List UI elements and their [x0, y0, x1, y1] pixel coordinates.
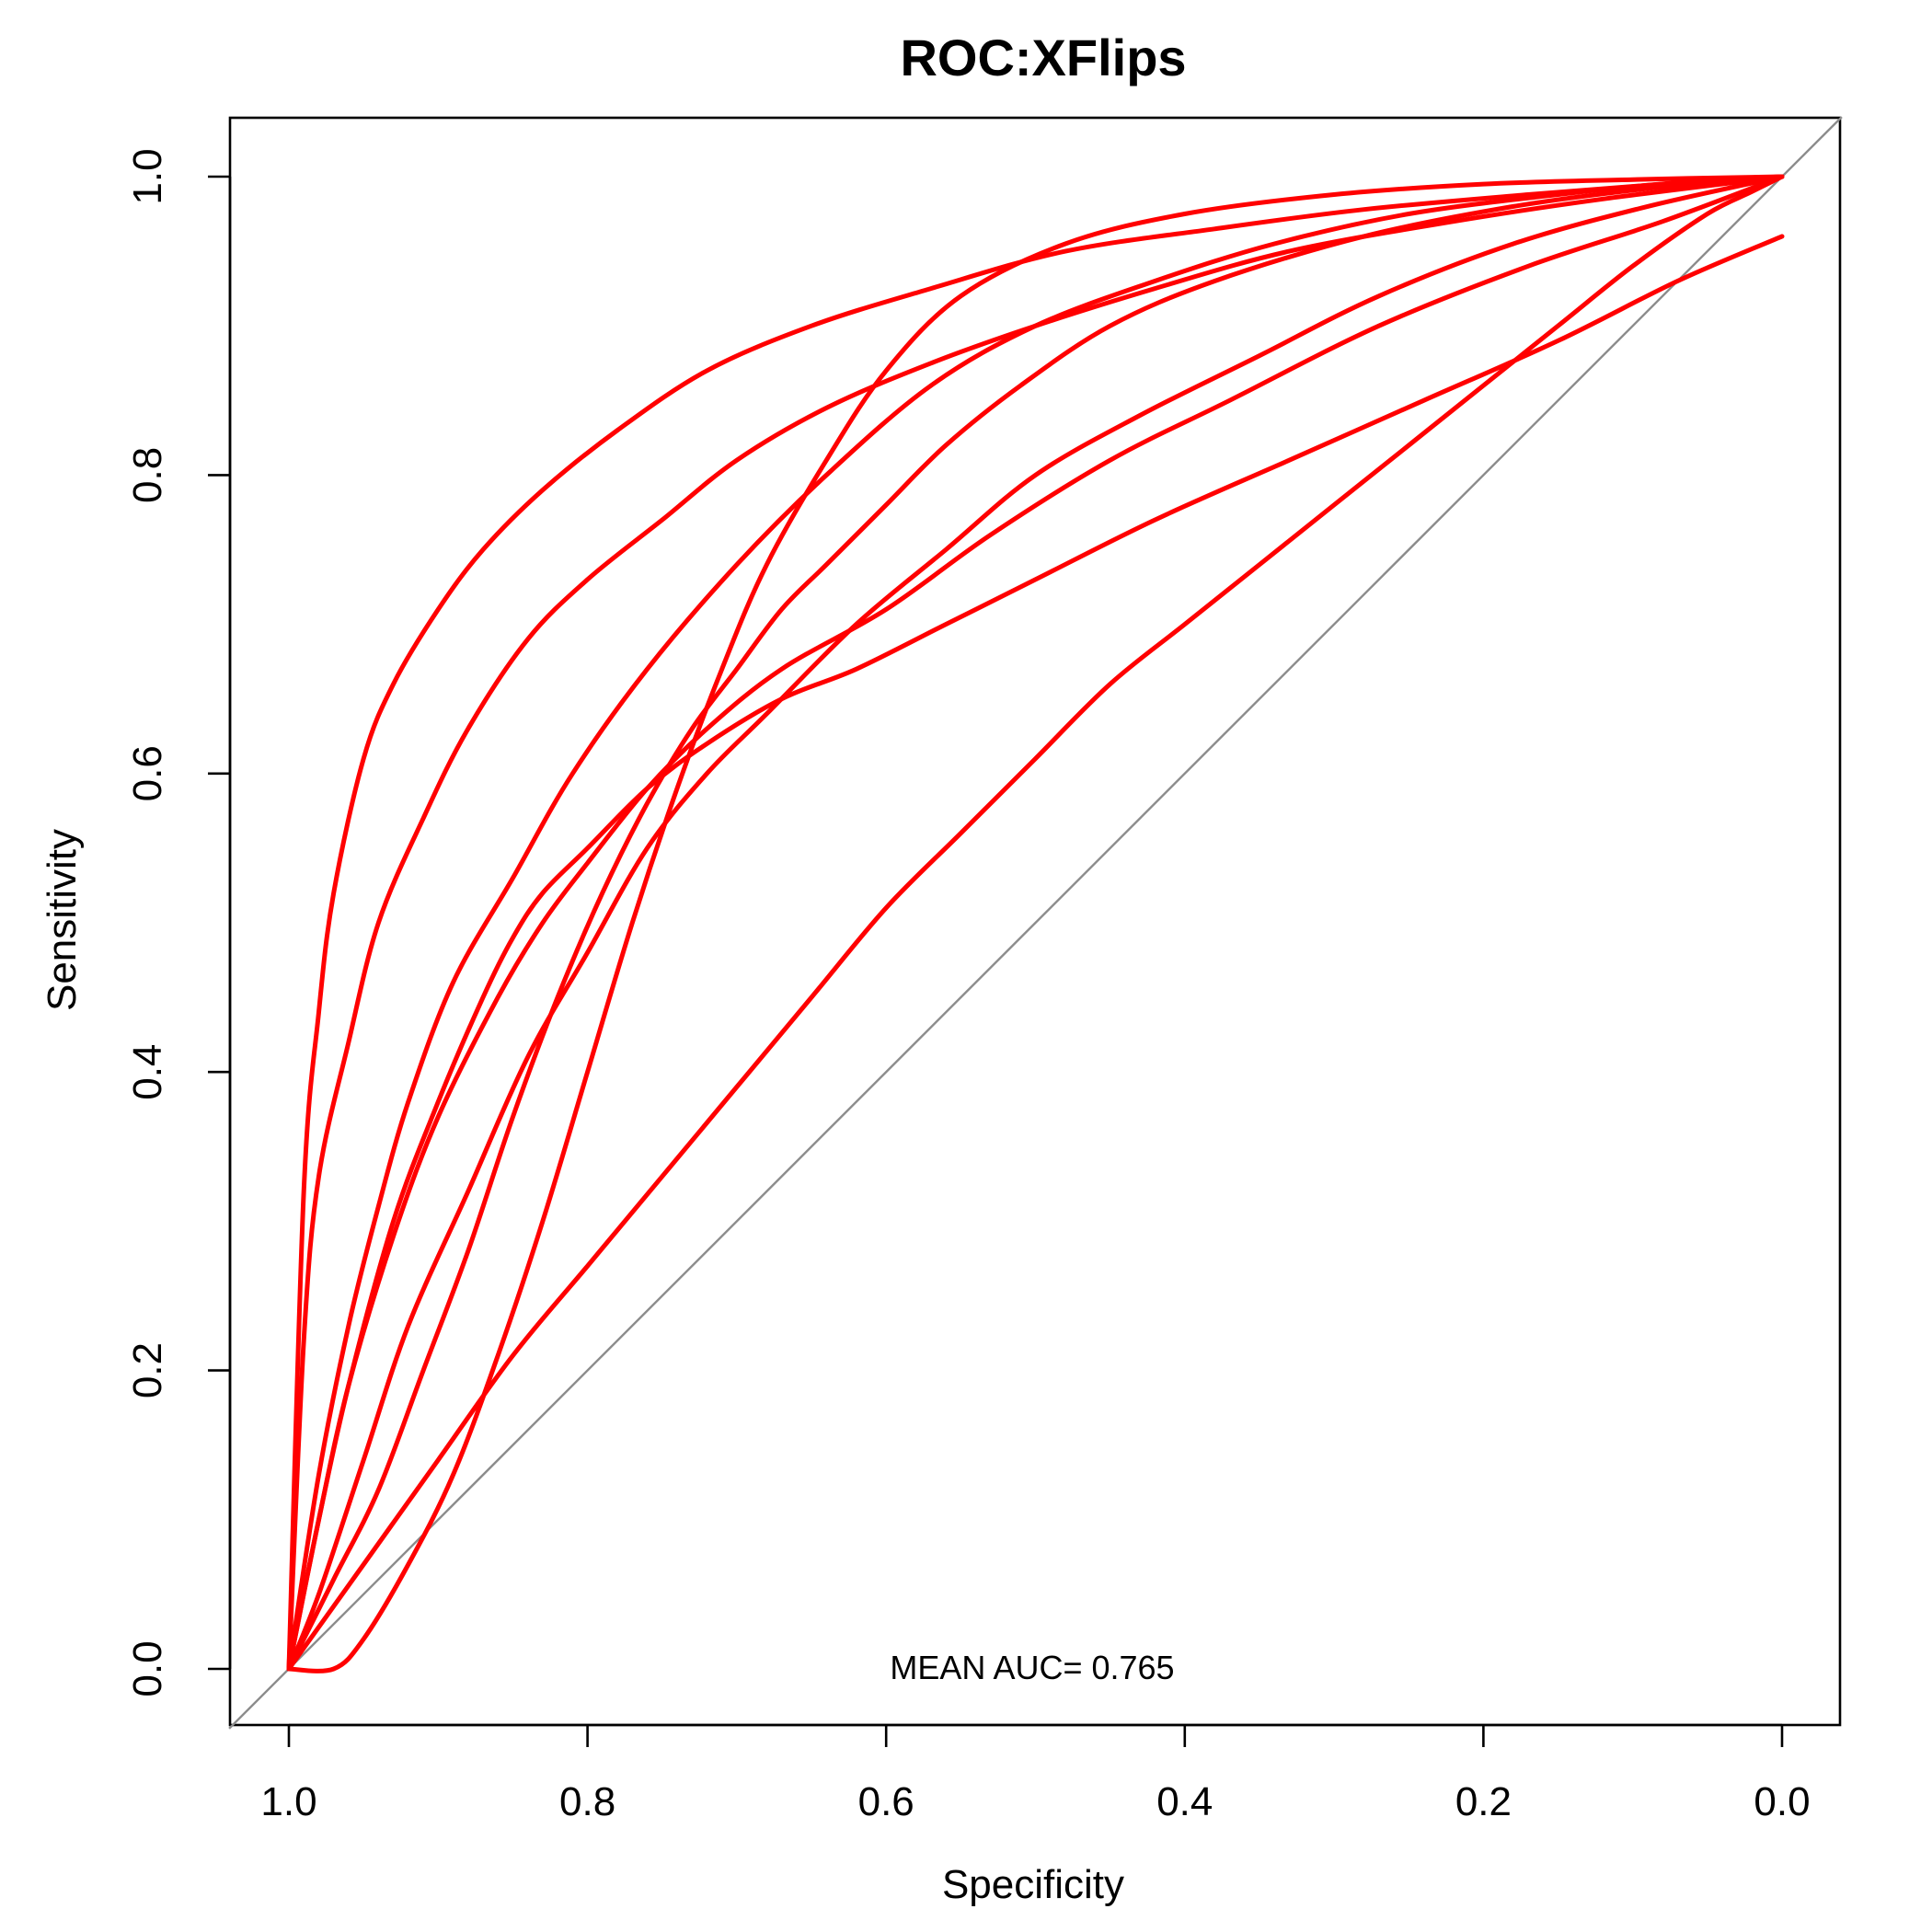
y-tick-label: 0.6: [125, 745, 170, 801]
chart-title: ROC:XFlips: [900, 29, 1186, 86]
roc-curve-9: [286, 174, 1785, 1672]
roc-curve-4: [286, 174, 1785, 1672]
roc-curve-8: [286, 234, 1785, 1672]
x-axis: 1.0 0.8 0.6 0.4 0.2 0.0: [260, 1723, 1811, 1824]
x-axis-label: Specificity: [942, 1862, 1124, 1907]
reference-diagonal: [228, 116, 1843, 1730]
x-tick-label: 0.4: [1156, 1779, 1213, 1824]
roc-curve-3: [286, 174, 1785, 1672]
x-tick-label: 0.8: [559, 1779, 615, 1824]
y-tick-label: 0.8: [125, 447, 170, 503]
x-tick-label: 1.0: [260, 1779, 316, 1824]
y-tick-label: 0.4: [125, 1044, 170, 1100]
roc-curve-7: [286, 174, 1785, 1672]
y-tick-label: 0.0: [125, 1640, 170, 1696]
x-tick-label: 0.6: [858, 1779, 914, 1824]
y-tick-label: 0.2: [125, 1342, 170, 1398]
mean-auc-annotation: MEAN AUC= 0.765: [890, 1649, 1174, 1686]
roc-curves: [286, 174, 1785, 1673]
y-axis: 0.0 0.2 0.4 0.6 0.8 1.0: [125, 148, 232, 1697]
y-axis-label: Sensitivity: [40, 829, 85, 1011]
y-tick-label: 1.0: [125, 148, 170, 204]
x-tick-label: 0.0: [1754, 1779, 1810, 1824]
x-tick-label: 0.2: [1455, 1779, 1512, 1824]
roc-curve-1: [286, 174, 1785, 1672]
roc-curve-6: [286, 174, 1785, 1673]
roc-curve-2: [286, 174, 1785, 1672]
